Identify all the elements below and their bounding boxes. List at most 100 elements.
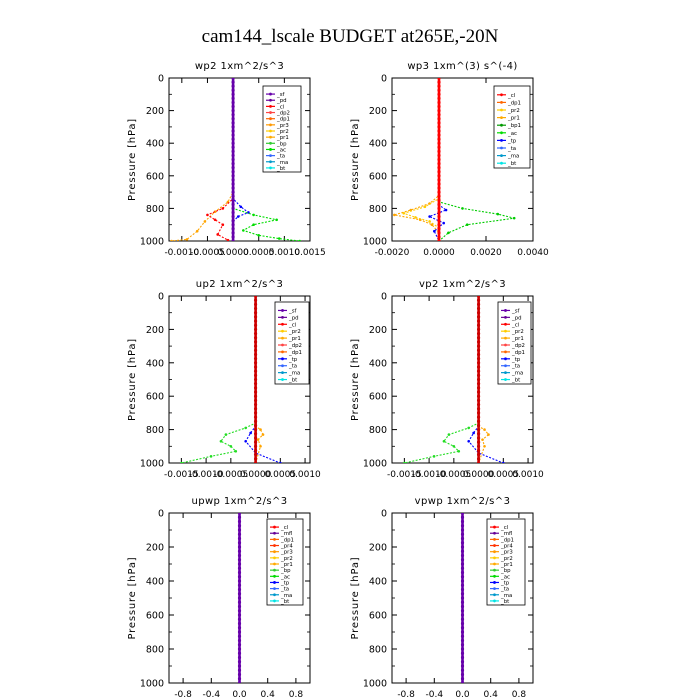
- legend-label: _ac: [280, 574, 290, 580]
- series-point: [461, 207, 464, 210]
- series-point: [237, 617, 242, 621]
- x-tick-label: 0.0: [232, 690, 247, 700]
- series-point: [460, 681, 465, 683]
- legend-label: _sf: [511, 308, 520, 314]
- series-point: [476, 365, 481, 369]
- series-point: [428, 220, 431, 223]
- series-point: [253, 382, 258, 386]
- legend-marker: [281, 315, 284, 319]
- legend-marker: [500, 154, 503, 158]
- chart-panel-1: wp2 1xm^2/s^3 Pressure [hPa] 0 200 400 600 800…: [127, 61, 326, 258]
- series-point: [437, 166, 441, 170]
- series-point: [253, 319, 258, 323]
- y-tick-label: 400: [146, 139, 164, 150]
- series-point: [249, 431, 252, 435]
- panel-title: vp2 1xm^2/s^3: [419, 279, 506, 290]
- series-point: [231, 202, 235, 206]
- x-tick-label: 0.0040: [517, 248, 549, 258]
- series-point: [476, 319, 481, 323]
- series-point: [437, 194, 441, 198]
- series-point: [437, 137, 441, 141]
- series-point: [237, 575, 242, 579]
- x-tick-label: 0.0010: [289, 470, 321, 480]
- y-tick-label: 1000: [363, 679, 387, 690]
- series-point: [460, 579, 465, 583]
- series-point: [402, 211, 406, 215]
- series-point: [437, 125, 441, 129]
- series-point: [231, 84, 235, 88]
- legend-label: _bp: [500, 568, 511, 574]
- series-point: [237, 532, 242, 536]
- series-point: [476, 344, 481, 348]
- series-point: [244, 439, 247, 443]
- series-point: [231, 145, 235, 149]
- series-point: [231, 166, 235, 170]
- y-tick-label: 0: [158, 292, 164, 303]
- series-point: [437, 141, 441, 145]
- series-point: [231, 137, 235, 141]
- series-point: [460, 609, 465, 613]
- series-point: [216, 233, 220, 236]
- series-point: [219, 439, 223, 443]
- legend-label: _bt: [280, 599, 289, 605]
- series-line-ac: [438, 78, 515, 241]
- series-point: [253, 306, 258, 311]
- series-point: [460, 664, 465, 668]
- legend-label: _pr4: [500, 544, 513, 550]
- legend-label: _ta: [276, 154, 285, 160]
- series-point: [231, 210, 235, 215]
- series-point: [277, 237, 281, 240]
- legend-label: _pr4: [280, 544, 293, 550]
- series-point: [472, 431, 475, 435]
- series-point: [231, 117, 235, 121]
- series-point: [437, 104, 441, 109]
- series-point: [433, 229, 436, 233]
- legend-label: _dp1: [280, 537, 294, 543]
- legend-marker: [269, 117, 272, 121]
- series-point: [460, 541, 465, 545]
- series-point: [432, 455, 436, 458]
- series-group: [403, 296, 505, 463]
- legend-label: _ac: [507, 131, 517, 137]
- series-point: [481, 438, 484, 441]
- series-point: [237, 660, 242, 664]
- series-point: [253, 398, 258, 402]
- series-group: [460, 513, 465, 683]
- series-point: [253, 461, 258, 463]
- series-point: [231, 88, 235, 92]
- legend-label: _ac: [276, 147, 286, 153]
- series-point: [442, 221, 446, 225]
- series-point: [253, 444, 258, 448]
- series-point: [253, 386, 258, 390]
- series-line-dp1: [181, 296, 257, 463]
- series-line-bp: [232, 78, 250, 241]
- legend-label: _ta: [511, 364, 520, 370]
- series-point: [460, 528, 465, 532]
- series-point: [447, 231, 450, 235]
- series-point: [253, 296, 258, 298]
- legend-label: _dp2: [511, 343, 525, 349]
- series-group: [170, 78, 302, 241]
- legend-label: _bp1: [507, 123, 521, 129]
- legend-marker: [281, 378, 284, 381]
- series-group: [237, 513, 242, 683]
- series-point: [476, 394, 481, 398]
- series-point: [437, 100, 441, 105]
- series-point: [237, 566, 242, 570]
- legend-label: _pr2: [507, 108, 520, 114]
- series-point: [437, 235, 441, 239]
- series-point: [231, 174, 235, 178]
- series-point: [437, 157, 441, 162]
- series-point: [253, 327, 258, 331]
- series-point: [476, 423, 481, 428]
- legend-marker: [269, 123, 272, 127]
- series-line-pr1: [394, 78, 440, 241]
- legend-label: _cl: [288, 322, 296, 328]
- series-point: [437, 190, 441, 194]
- legend-marker: [504, 364, 507, 368]
- series-point: [237, 638, 242, 643]
- series-point: [487, 433, 490, 436]
- series-point: [460, 613, 465, 617]
- legend-label: _tp: [500, 580, 510, 586]
- series-point: [476, 407, 481, 411]
